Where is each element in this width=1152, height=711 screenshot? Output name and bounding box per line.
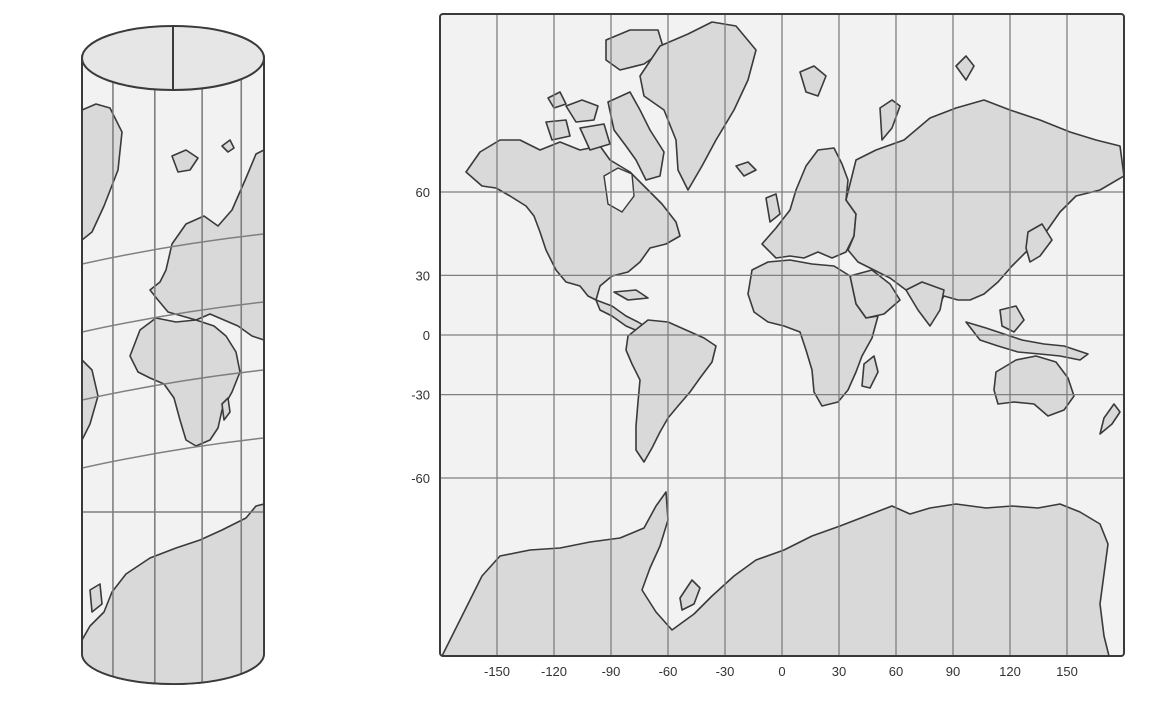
x-tick-label: 30 <box>832 664 846 679</box>
x-tick-label: -90 <box>602 664 621 679</box>
land-madagascar <box>861 355 879 389</box>
cylinder-parallel-line <box>82 301 264 333</box>
mercator-map: -150 -120 -90 -60 -30 0 30 60 90 120 150 60300-30-… <box>411 13 1125 679</box>
cylinder-land-eurasia <box>149 149 264 341</box>
y-tick-label: 30 <box>416 268 430 283</box>
land-greenland <box>639 21 757 191</box>
cylinder-land-americas-edge <box>82 359 99 441</box>
land-borneo <box>999 305 1025 333</box>
land-india <box>905 281 945 327</box>
y-tick-labels: 60 30 0 -30 -60 <box>411 185 430 486</box>
x-tick-labels: -150 -120 -90 -60 -30 0 30 60 90 120 150 <box>484 664 1078 679</box>
land-cuba <box>613 289 649 301</box>
land-british-isles <box>765 193 781 223</box>
cylinder-parallels <box>82 233 264 513</box>
cylinder-meridians <box>112 79 243 684</box>
land-australia <box>993 355 1075 417</box>
cylinder-land-greenland <box>82 103 123 241</box>
land-iceland <box>735 161 757 177</box>
x-tick-label: -150 <box>484 664 510 679</box>
land-arctic-islands-2 <box>545 119 571 141</box>
x-tick-label: -60 <box>659 664 678 679</box>
map-meridians <box>496 14 1068 656</box>
map-frame <box>439 13 1125 657</box>
cylinder-land-antarctica <box>82 503 264 684</box>
cylinder-land-peninsula <box>89 583 103 613</box>
cylinder-land <box>82 103 264 684</box>
x-tick-label: -30 <box>716 664 735 679</box>
cylinder-bottom-edge <box>81 653 265 685</box>
x-tick-label: 120 <box>999 664 1021 679</box>
x-tick-label: 60 <box>889 664 903 679</box>
land-japan <box>1025 223 1053 263</box>
cylinder-land-iceland <box>171 149 199 173</box>
land-new-zealand <box>1099 403 1121 435</box>
x-tick-label: 90 <box>946 664 960 679</box>
land-severnaya-zemlya <box>955 55 975 81</box>
land-arctic-islands-1 <box>565 99 599 123</box>
land-antarctic-island <box>679 579 701 611</box>
x-tick-label: -120 <box>541 664 567 679</box>
land-baffin <box>607 91 665 181</box>
cylinder-parallel-line <box>82 369 264 401</box>
y-tick-label: -60 <box>411 471 430 486</box>
y-tick-label: 60 <box>416 185 430 200</box>
cylinder-parallel-line <box>82 437 264 469</box>
x-tick-label: 150 <box>1056 664 1078 679</box>
land-arctic-islands-5 <box>547 91 567 109</box>
land-svalbard <box>799 65 827 97</box>
land-arctic-islands-3 <box>579 123 611 151</box>
cylinder-globe <box>81 25 265 685</box>
cylinder-parallel-line <box>82 233 264 265</box>
y-tick-label: 0 <box>423 328 430 343</box>
land-antarctica <box>440 491 1111 656</box>
land-africa <box>747 259 879 407</box>
x-tick-label: 0 <box>778 664 785 679</box>
map-land <box>440 21 1124 656</box>
cylinder-land-madagascar <box>221 397 231 421</box>
cylinder-land-svalbard <box>221 139 235 153</box>
y-tick-label: -30 <box>411 388 430 403</box>
